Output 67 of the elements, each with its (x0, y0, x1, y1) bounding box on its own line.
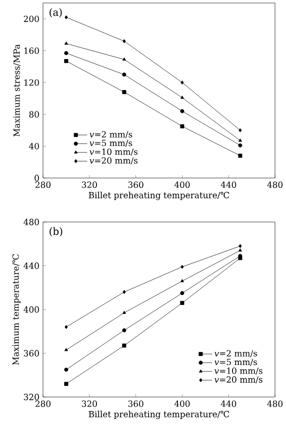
x-tick-label: 320 (82, 400, 97, 407)
point (180, 291, 184, 296)
y-axis-title: Maximum stress/MPa (13, 44, 20, 136)
point (122, 344, 126, 348)
x-tick-label: 400 (174, 400, 190, 407)
point (122, 290, 126, 294)
point (122, 310, 126, 314)
x-tick-label: 480 (266, 182, 282, 188)
x-tick-label: 320 (82, 182, 97, 188)
x-tick-label: 440 (220, 182, 236, 188)
y-tick-label: 200 (24, 16, 39, 22)
x-axis-title: Billet preheating temperature/℃ (88, 410, 229, 420)
legend-label: v=2 mm/s (89, 131, 132, 138)
x-tick-label: 280 (35, 182, 50, 188)
x-tick-label: 360 (128, 400, 144, 407)
point (180, 96, 184, 99)
legend-label: v=5 mm/s (214, 358, 257, 366)
legend-label: v=5 mm/s (89, 140, 132, 147)
point (64, 42, 68, 45)
y-tick-label: 400 (23, 306, 39, 313)
point (64, 348, 68, 352)
x-tick-label: 480 (266, 400, 282, 407)
point (180, 80, 184, 85)
legend-label: v=10 mm/s (89, 148, 138, 156)
y-tick-label: 360 (24, 350, 39, 356)
legend-label: v=20 mm/s (214, 376, 262, 384)
y-tick-label: 160 (24, 48, 39, 54)
point (180, 124, 184, 128)
point (238, 143, 242, 148)
point (238, 154, 242, 158)
x-tick-label: 360 (128, 182, 144, 188)
point (180, 279, 184, 282)
point (238, 138, 242, 142)
point (238, 244, 242, 248)
y-tick-label: 80 (29, 111, 39, 118)
point (64, 59, 68, 64)
point (64, 325, 68, 329)
x-tick-label: 280 (35, 400, 50, 407)
chart-title: (b) (49, 227, 62, 236)
point (122, 39, 126, 44)
point (122, 57, 126, 61)
y-tick-label: 480 (23, 218, 39, 226)
y-tick-label: 0 (34, 174, 39, 182)
y-tick-label: 40 (28, 142, 39, 150)
point (64, 15, 68, 20)
y-tick-label: 320 (24, 394, 39, 400)
legend-label: v=10 mm/s (214, 368, 262, 375)
point (238, 248, 242, 252)
point (122, 72, 126, 77)
point (180, 300, 184, 305)
x-tick-label: 400 (174, 182, 190, 188)
legend-label: v=2 mm/s (214, 350, 257, 358)
chart-title: (a) (49, 8, 62, 18)
point (180, 109, 184, 114)
x-tick-label: 440 (220, 400, 236, 407)
point (238, 128, 242, 132)
point (64, 382, 68, 386)
point (64, 51, 68, 56)
point (180, 264, 184, 269)
point (64, 368, 68, 372)
point (122, 90, 126, 94)
x-axis-title: Billet preheating temperature/℃ (88, 192, 229, 200)
point (122, 328, 126, 332)
legend-label: v=20 mm/s (89, 157, 138, 164)
y-tick-label: 120 (24, 79, 39, 86)
y-axis-title: Maximum temperature/℃ (12, 254, 20, 365)
y-tick-label: 440 (23, 262, 39, 269)
